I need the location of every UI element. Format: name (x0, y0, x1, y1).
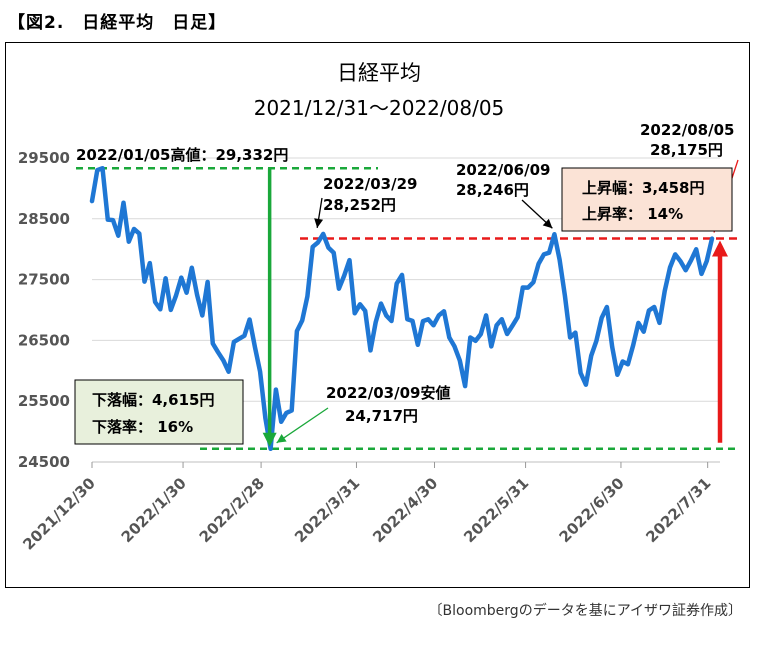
rise-box (561, 167, 733, 232)
fall-box-line-1: 下落幅：4,615円 (92, 391, 214, 409)
figure-label: 【図2. 日経平均 日足】 (8, 13, 227, 33)
x-tick-label: 2022/2/28 (196, 474, 268, 546)
rise-arrow-head (712, 240, 728, 257)
fall-arrow-head (262, 432, 277, 447)
x-tick-label: 2021/12/30 (19, 474, 99, 554)
guide-lines (76, 166, 742, 451)
y-tick-label: 25500 (18, 392, 70, 410)
x-tick-label: 2022/4/30 (369, 474, 441, 546)
arrows (262, 159, 739, 447)
y-tick-label: 26500 (18, 331, 70, 349)
x-tick-label: 2022/1/30 (118, 474, 190, 546)
low-label-date: 2022/03/09安値 (326, 384, 450, 402)
rise-box-line-2: 上昇率： 14% (582, 205, 683, 223)
x-axis-ticks: 2021/12/30 2022/1/30 2022/2/28 2022/3/31 202… (19, 462, 714, 554)
jun09-label-value: 28,246円 (456, 181, 529, 199)
y-tick-label: 24500 (18, 453, 70, 471)
chart-subtitle: 2021/12/31～2022/08/05 (254, 96, 505, 120)
y-tick-label: 29500 (18, 149, 70, 167)
mar29-label-value: 28,252円 (323, 196, 396, 214)
y-axis-ticks: 29500 28500 27500 26500 25500 24500 (18, 149, 70, 471)
y-tick-label: 27500 (18, 271, 70, 289)
y-tick-label: 28500 (18, 210, 70, 228)
rise-box-line-1: 上昇幅：3,458円 (582, 179, 704, 197)
chart-title: 日経平均 (337, 61, 421, 85)
fall-box (74, 379, 244, 445)
aug05-label-value: 28,175円 (650, 141, 723, 159)
chart-frame (5, 42, 750, 588)
x-tick-label: 2022/7/31 (642, 474, 714, 546)
x-tick-label: 2022/6/30 (556, 474, 628, 546)
mar29-pointer-head (314, 218, 324, 228)
fall-box-line-2: 下落率： 16% (92, 418, 193, 436)
series-line-nikkei (89, 165, 715, 452)
jun09-label-date: 2022/06/09 (456, 161, 550, 179)
high-label: 2022/01/05高値：29,332円 (76, 146, 288, 164)
x-tick-label: 2022/3/31 (291, 474, 363, 546)
jun09-pointer-head (542, 218, 553, 229)
source-note: 〔Bloombergのデータを基にアイザワ証券作成〕 (428, 603, 742, 619)
x-tick-label: 2022/5/31 (460, 474, 532, 546)
low-pointer (276, 407, 329, 444)
aug05-label-date: 2022/08/05 (640, 121, 734, 139)
low-pointer-head (276, 434, 287, 443)
mar29-label-date: 2022/03/29 (323, 175, 417, 193)
low-label-value: 24,717円 (345, 407, 418, 425)
